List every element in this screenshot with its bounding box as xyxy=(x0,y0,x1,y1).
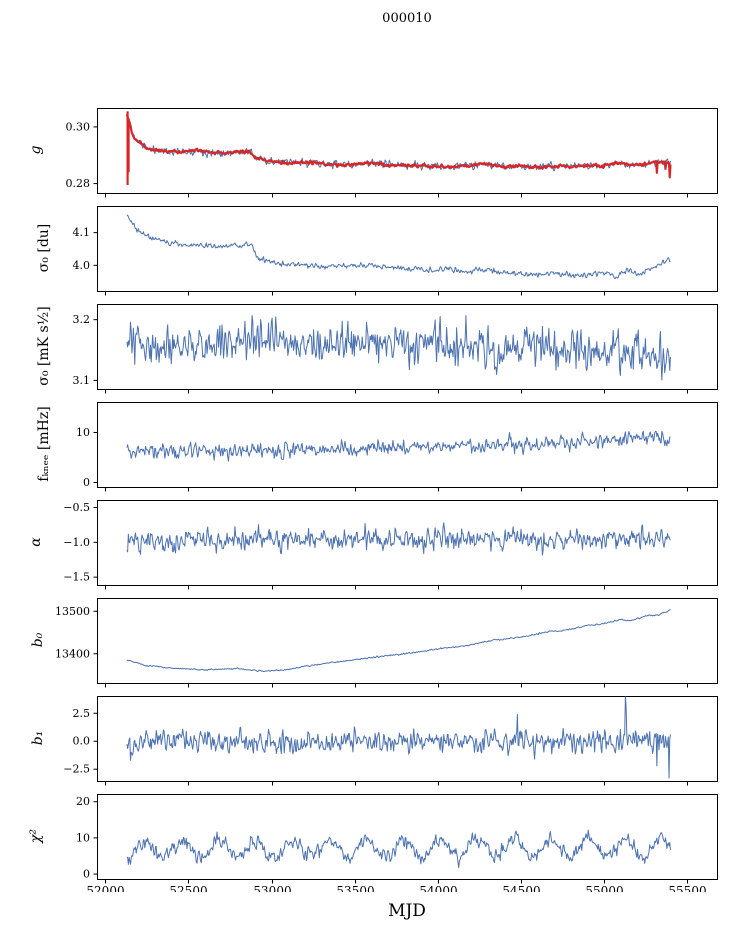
subplot-b1 xyxy=(0,696,729,794)
subplot-sigma0-mk xyxy=(0,304,729,402)
figure-title: 000010 xyxy=(382,11,432,26)
subplot-fknee xyxy=(0,402,729,500)
subplot-sigma0-du xyxy=(0,206,729,304)
subplot-b0 xyxy=(0,598,729,696)
subplot-alpha xyxy=(0,500,729,598)
subplot-g xyxy=(0,108,729,206)
x-axis-label: MJD xyxy=(388,901,426,921)
subplot-chi2 xyxy=(0,794,729,892)
